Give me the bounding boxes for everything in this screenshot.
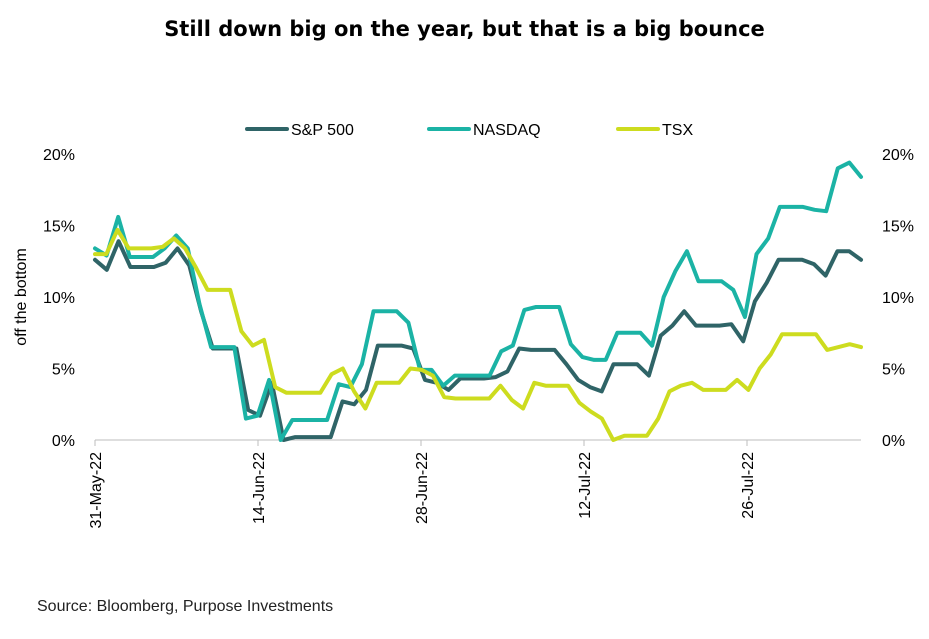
legend-label: NASDAQ xyxy=(473,122,541,139)
x-tick-label: 14-Jun-22 xyxy=(251,452,268,524)
x-tick-label: 28-Jun-22 xyxy=(414,452,431,524)
chart-title: Still down big on the year, but that is … xyxy=(164,17,765,41)
series-line-nasdaq xyxy=(93,160,863,442)
y-axis-label: off the bottom xyxy=(13,248,30,346)
x-tick-label: 31-May-22 xyxy=(88,452,105,529)
y-tick-label-left: 20% xyxy=(43,147,75,164)
source-note: Source: Bloomberg, Purpose Investments xyxy=(37,598,334,615)
y-tick-label-right: 20% xyxy=(882,147,914,164)
y-tick-label-left: 5% xyxy=(52,362,75,379)
legend-label: TSX xyxy=(662,122,693,139)
legend-label: S&P 500 xyxy=(291,122,354,139)
y-tick-label-right: 5% xyxy=(882,362,905,379)
y-tick-label-left: 15% xyxy=(43,219,75,236)
y-tick-label-left: 10% xyxy=(43,290,75,307)
y-tick-label-right: 0% xyxy=(882,433,905,450)
y-tick-label-right: 10% xyxy=(882,290,914,307)
x-tick-label: 26-Jul-22 xyxy=(740,452,757,519)
y-tick-label-left: 0% xyxy=(52,433,75,450)
x-tick-label: 12-Jul-22 xyxy=(577,452,594,519)
y-tick-label-right: 15% xyxy=(882,219,914,236)
series-line-tsx xyxy=(93,227,863,442)
